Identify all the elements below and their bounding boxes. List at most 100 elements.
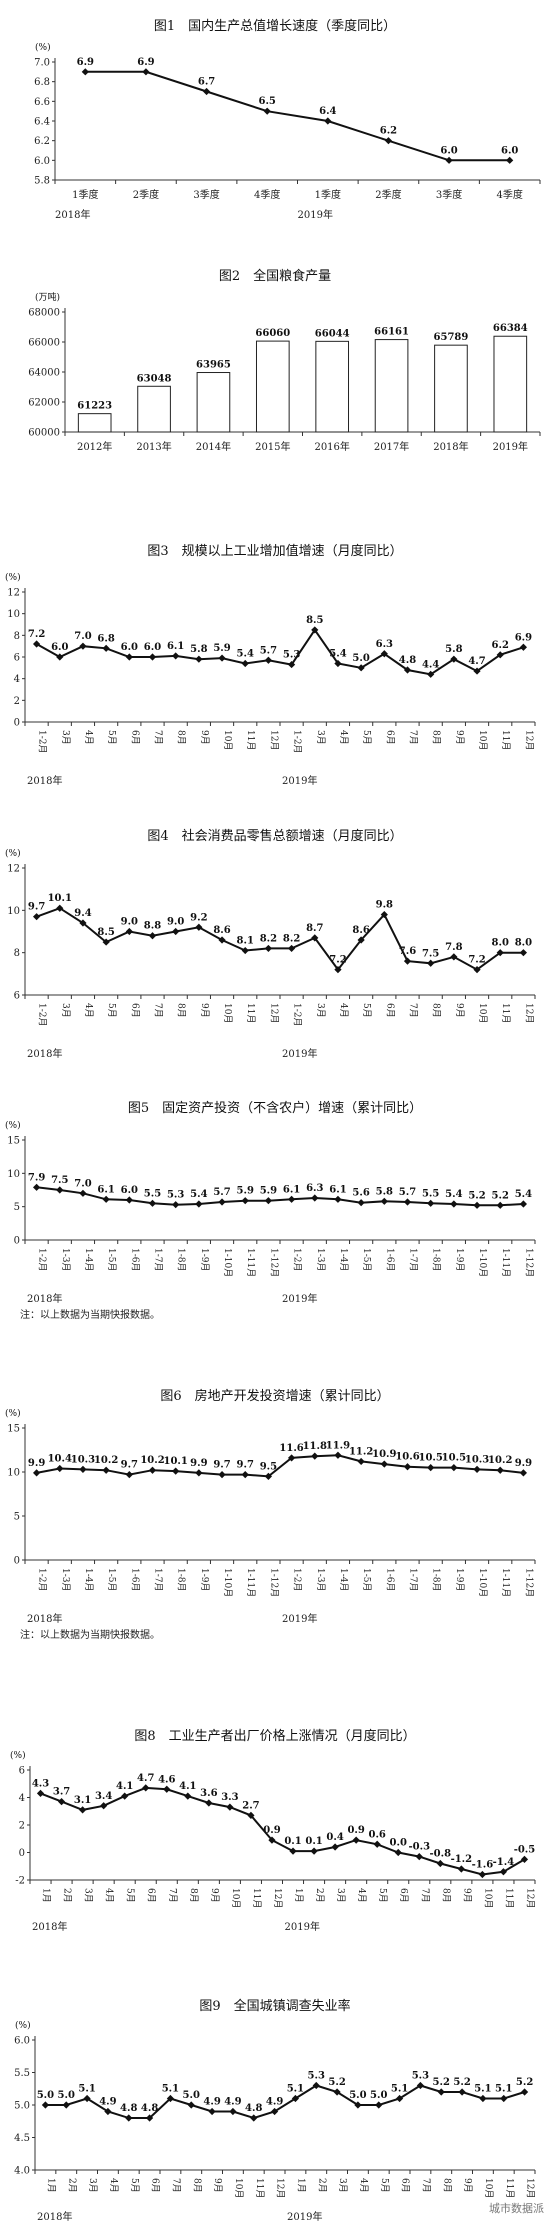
data-label: 9.7 <box>28 902 45 913</box>
data-label: 8.2 <box>260 933 277 944</box>
y-tick-label: 62000 <box>28 398 60 409</box>
y-tick-label: 12 <box>7 864 20 875</box>
data-label: 5.7 <box>260 645 277 656</box>
x-tick-label: 1-2月 <box>292 1248 303 1272</box>
data-label: 5.0 <box>370 2090 387 2101</box>
x-tick-label: 1-7月 <box>408 1248 419 1272</box>
data-point <box>145 2114 154 2122</box>
x-tick-label: 2月 <box>316 2178 327 2193</box>
x-tick-label: 1-9月 <box>199 1568 210 1592</box>
data-point <box>125 927 133 936</box>
y-tick-label: 10 <box>7 906 20 917</box>
x-tick-label: 3季度 <box>436 188 462 201</box>
data-label: 6.0 <box>440 145 457 156</box>
chart-title: 图4 社会消费品零售总额增速（月度同比） <box>147 828 402 844</box>
series-line <box>36 1186 524 1207</box>
data-point <box>125 653 133 661</box>
chart-title: 图3 规模以上工业增加值增速（月度同比） <box>147 543 402 559</box>
data-point <box>403 666 412 674</box>
data-label: 8.5 <box>97 927 114 938</box>
data-point <box>473 1465 481 1473</box>
data-label: 6.1 <box>283 1184 300 1195</box>
data-point <box>287 660 296 669</box>
x-tick-label: 4月 <box>338 730 349 745</box>
data-point <box>32 1183 41 1191</box>
x-tick-label: 11月 <box>251 1888 262 1908</box>
axis-unit: (%) <box>5 1120 21 1131</box>
data-label: 11.6 <box>279 1443 303 1454</box>
x-tick-label: 3月 <box>315 1003 326 1018</box>
x-tick-label: 12月 <box>272 1888 283 1908</box>
x-tick-label: 8月 <box>431 730 442 745</box>
data-label: 7.6 <box>399 946 416 957</box>
data-point <box>62 2101 70 2109</box>
x-tick-label: 7月 <box>420 2178 431 2193</box>
data-point <box>102 1195 110 1203</box>
data-label: 11.2 <box>349 1446 373 1457</box>
data-point <box>195 655 203 663</box>
x-tick-label: 1-4月 <box>83 1248 94 1272</box>
year-label: 2018年 <box>27 1047 62 1060</box>
data-point <box>121 1792 129 1800</box>
data-label: 9.0 <box>121 917 138 928</box>
bar <box>196 372 231 433</box>
x-tick-label: 1-9月 <box>454 1248 465 1272</box>
y-tick-label: 0 <box>14 1556 20 1567</box>
x-tick-label: 1-2月 <box>37 1248 48 1272</box>
x-tick-label: 10月 <box>482 1888 493 1908</box>
axis-unit: (%) <box>10 1750 26 1761</box>
x-tick-label: 2016年 <box>314 440 349 453</box>
y-tick-label: 15 <box>7 1136 20 1147</box>
data-label: 5.5 <box>422 1188 439 1199</box>
data-point <box>195 923 203 931</box>
x-tick-label: 5月 <box>129 2178 140 2193</box>
year-label: 2019年 <box>282 1612 317 1625</box>
x-tick-label: 7月 <box>153 1003 164 1018</box>
x-tick-label: 2018年 <box>433 440 468 453</box>
data-point <box>218 1471 226 1479</box>
x-tick-label: 6月 <box>129 730 140 745</box>
x-tick-label: 9月 <box>454 1003 465 1018</box>
data-label: 6.3 <box>376 639 393 650</box>
data-point <box>427 1199 435 1207</box>
data-label: 0.4 <box>326 1832 343 1843</box>
bar <box>374 339 409 433</box>
data-point <box>148 1199 157 1207</box>
data-point <box>172 1201 180 1209</box>
data-label: 0.0 <box>390 1838 407 1849</box>
year-label: 2018年 <box>37 2210 72 2223</box>
data-label: 7.5 <box>51 1175 68 1186</box>
chart-2: 图2 全国粮食产量 (万吨) 60000 62000 64000 66000 68000 20… <box>28 268 541 453</box>
x-tick-label: 1-3月 <box>315 1568 326 1592</box>
data-label: 6.2 <box>380 126 397 137</box>
chart-title: 图9 全国城镇调查失业率 <box>199 1998 350 2014</box>
x-tick-label: 6月 <box>384 1003 395 1018</box>
data-label: 9.9 <box>515 1458 532 1469</box>
axis-unit: (%) <box>35 42 51 53</box>
x-tick-label: 12月 <box>524 1888 535 1908</box>
chart-title: 图5 固定资产投资（不含农户）增速（累计同比） <box>128 1100 422 1116</box>
x-tick-label: 1-10月 <box>222 1248 233 1277</box>
x-tick-label: 5月 <box>377 1888 388 1903</box>
data-point <box>311 1452 319 1460</box>
x-tick-label: 3月 <box>337 2178 348 2193</box>
x-tick-label: 4月 <box>338 1003 349 1018</box>
data-label: 0.1 <box>284 1836 301 1847</box>
data-label: 5.2 <box>433 2077 450 2088</box>
data-label: -1.4 <box>493 1857 515 1868</box>
series-line <box>85 70 510 162</box>
data-point <box>427 959 435 967</box>
data-point <box>311 1194 319 1202</box>
data-label: 5.1 <box>391 2084 408 2095</box>
data-label: 5.4 <box>329 649 346 660</box>
data-label: 10.2 <box>94 1455 118 1466</box>
x-tick-label: 9月 <box>461 1888 472 1903</box>
data-point <box>519 949 528 957</box>
y-tick-label: 5 <box>14 1202 20 1213</box>
x-tick-label: 2013年 <box>136 440 171 453</box>
data-point <box>496 949 504 957</box>
data-label: 6.7 <box>198 77 215 88</box>
data-point <box>102 644 110 652</box>
y-tick-label: 5.5 <box>14 2068 30 2079</box>
